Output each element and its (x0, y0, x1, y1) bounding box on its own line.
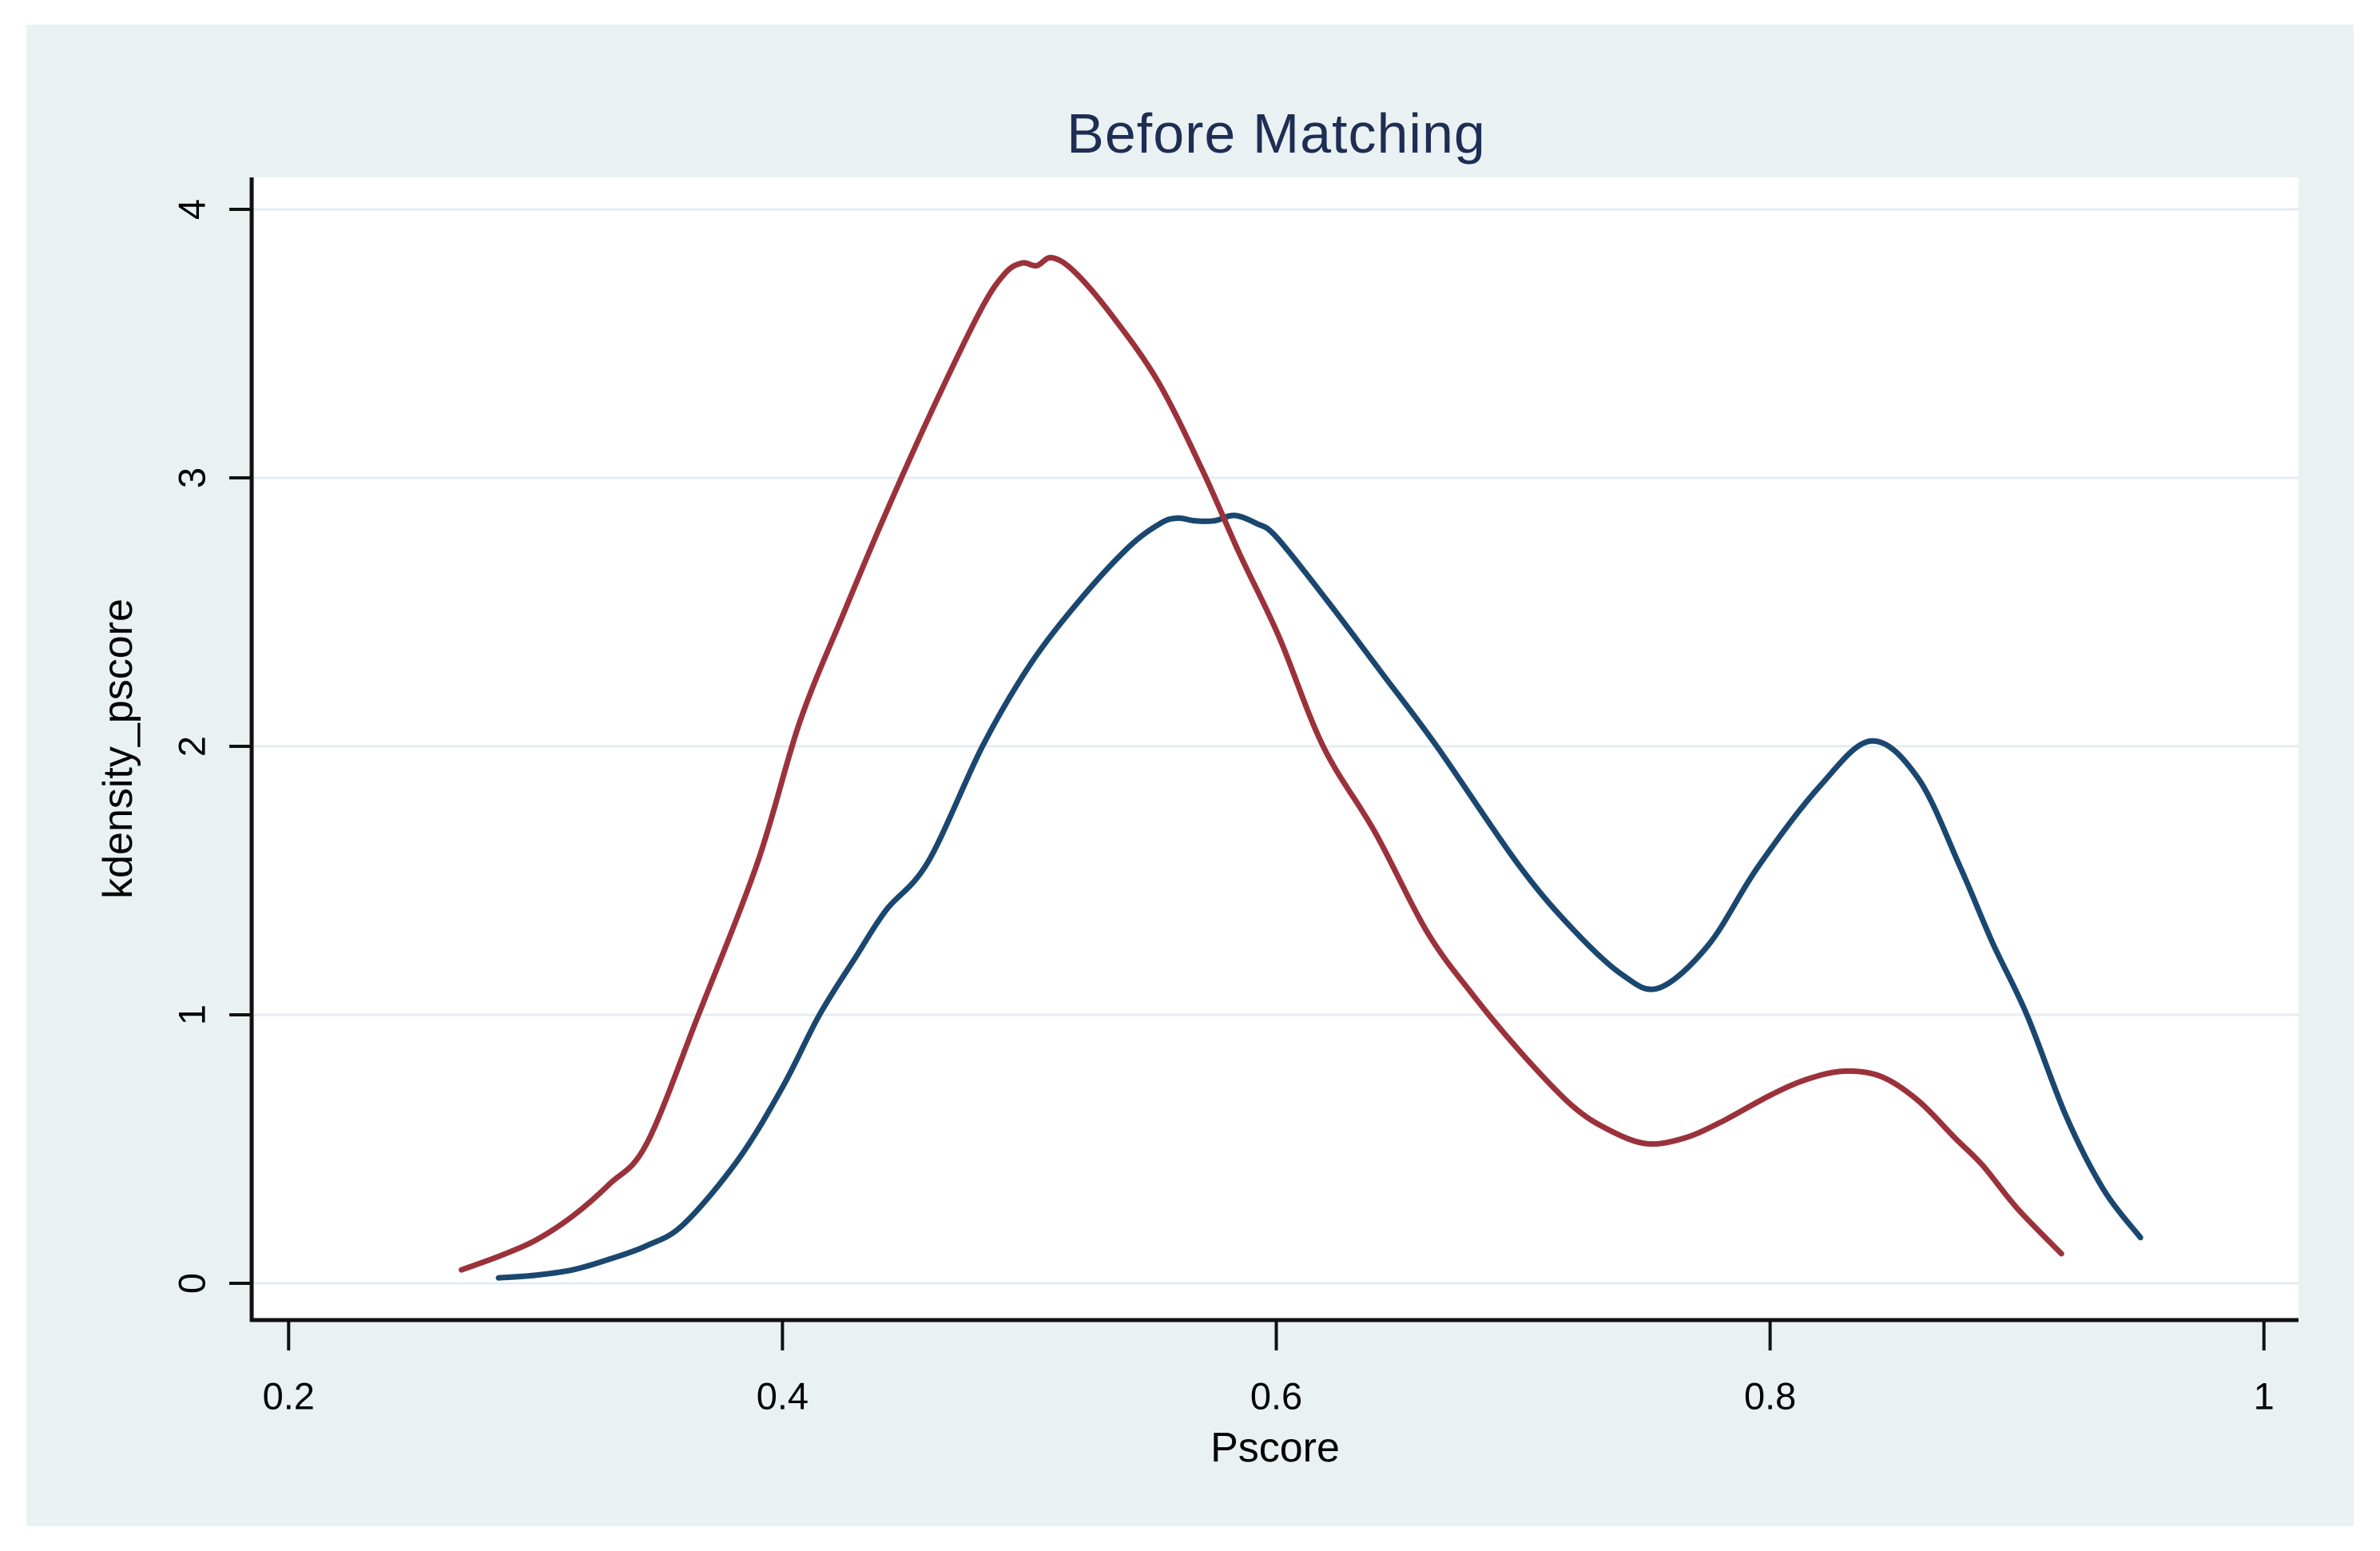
y-tick-label-3: 3 (170, 467, 213, 489)
x-tick-label-0.4: 0.4 (756, 1374, 809, 1418)
plot-background (254, 177, 2299, 1320)
x-tick-label-0.8: 0.8 (1743, 1374, 1797, 1418)
x-tick-label-0.2: 0.2 (262, 1374, 315, 1418)
plot-area (229, 177, 2299, 1350)
y-tick-label-4: 4 (170, 198, 213, 221)
x-tick-label-1: 1 (2253, 1374, 2275, 1418)
series-maroon_curve (459, 254, 2064, 1273)
x-axis-label-text: Pscore (1210, 1425, 1340, 1471)
y-tick-label-2: 2 (170, 735, 213, 758)
series-navy_curve (495, 512, 2144, 1281)
y-tick-label-0: 0 (170, 1272, 213, 1294)
chart-title: Before Matching (1067, 102, 1486, 165)
y-axis-label-text: kdensity_pscore (95, 599, 142, 899)
x-tick-label-0.6: 0.6 (1250, 1374, 1303, 1418)
y-tick-label-1: 1 (170, 1004, 213, 1026)
graph-canvas: Before Matching kdensity_pscore Pscore 0… (26, 25, 2354, 1526)
